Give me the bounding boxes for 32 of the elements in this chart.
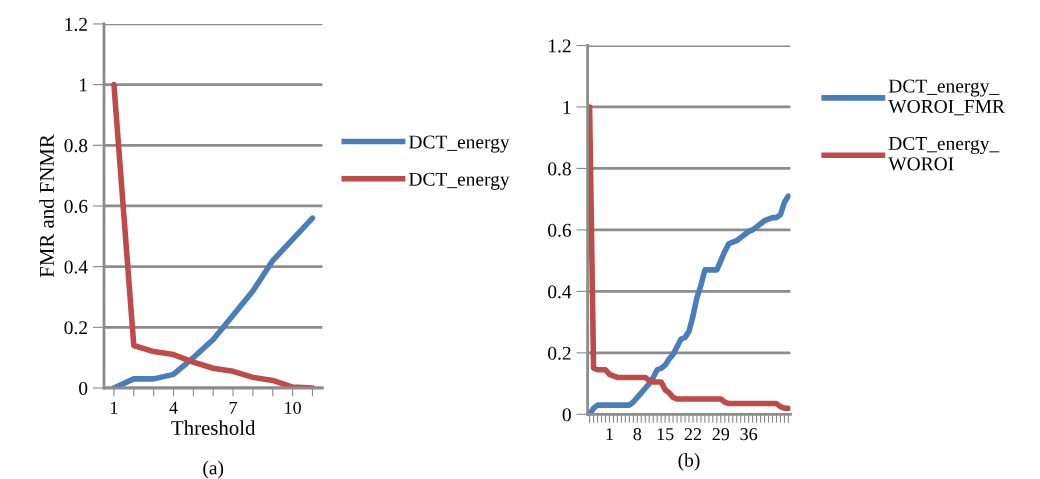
y-tick-label: 1 [563,100,571,114]
y-tick-label: 0.2 [64,321,87,335]
y-tick-label: 0.8 [64,139,88,153]
x-tick-label: 22 [684,428,702,441]
y-tick-label: 0 [562,408,571,422]
y-tick-label: 0.6 [548,223,572,237]
x-tick-label: 36 [740,428,758,441]
x-tick-label: 10 [285,401,301,414]
y-tick-label: 0.4 [64,260,88,274]
y-tick-label: 0.6 [64,199,88,213]
y-tick-label: 1 [80,78,87,92]
y-tick-label: 1.2 [65,17,87,31]
x-tick-label: 1 [111,401,118,414]
text: (a) [203,460,224,479]
legend-label: DCT_energy [408,172,510,190]
x-tick-label: 15 [657,428,674,441]
legend-label: DCT_energy_ WOROI [888,136,1000,171]
legend-label: DCT_energy_ WOROI_FMR [888,79,1005,116]
y-tick-label: 0 [79,381,88,395]
x-tick-label: 1 [606,428,613,441]
x-tick-label: 8 [633,428,642,441]
x-tick-label: 7 [229,401,238,414]
x-axis-title: Threshold [171,420,256,435]
y-tick-label: 0.8 [548,162,571,176]
y-axis-title: FMR and FNMR [39,134,54,278]
y-tick-label: 0.2 [548,346,571,360]
x-tick-label: 29 [712,428,730,441]
legend-label: DCT_energy [408,135,510,153]
y-tick-label: 0.4 [548,285,572,299]
x-tick-label: 4 [169,401,178,414]
y-tick-label: 1.2 [549,39,571,53]
text: (b) [678,453,700,471]
